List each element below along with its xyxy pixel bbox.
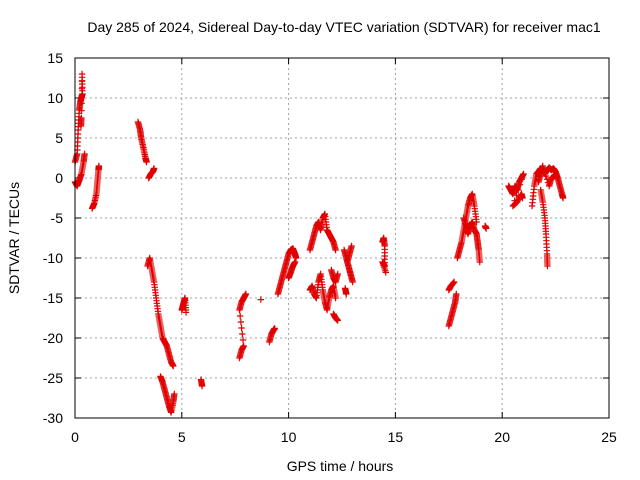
data-point [347, 272, 355, 279]
x-tick-label: 5 [178, 429, 186, 445]
data-point [81, 150, 88, 158]
data-point [540, 166, 548, 173]
data-point [78, 100, 85, 107]
data-point [382, 269, 389, 276]
chart-title: Day 285 of 2024, Sidereal Day-to-day VTE… [87, 19, 600, 35]
y-tick-label: -5 [51, 210, 64, 226]
data-point [332, 246, 339, 254]
data-point [78, 92, 85, 100]
data-point [348, 242, 355, 250]
data-point [515, 186, 522, 194]
data-point [334, 317, 341, 324]
y-tick-label: -20 [43, 330, 63, 346]
data-point [143, 158, 150, 166]
data-point [291, 258, 299, 266]
axis-ticks: 0 5 10 15 20 25 -30 -25 -20 -15 -10 -5 0 5 10 15 [43, 50, 617, 445]
data-point [170, 362, 177, 370]
data-point [150, 165, 158, 172]
data-point [541, 169, 549, 176]
data-point [544, 262, 551, 270]
x-tick-label: 20 [494, 429, 510, 445]
x-tick-label: 25 [601, 429, 617, 445]
grid-lines [75, 58, 609, 418]
data-point [542, 172, 550, 180]
data-point [95, 162, 103, 170]
data-point [519, 194, 526, 202]
plot-frame [74, 57, 610, 419]
y-tick-label: -25 [43, 370, 63, 386]
data-point [346, 268, 354, 276]
y-tick-label: 15 [47, 50, 63, 66]
y-tick-label: 10 [47, 90, 63, 106]
y-tick-label: 5 [55, 130, 63, 146]
data-point [239, 330, 246, 338]
data-point [271, 325, 278, 332]
data-point [240, 342, 247, 350]
data-point [453, 290, 460, 298]
data-point [348, 275, 355, 282]
data-point [78, 85, 86, 92]
data-point [520, 170, 527, 178]
data-point [292, 254, 300, 262]
data-point [482, 225, 490, 232]
data-point [239, 336, 247, 344]
data-point [476, 258, 483, 266]
data-point [77, 122, 85, 130]
data-point [257, 296, 265, 303]
data-point [171, 390, 178, 398]
data-point [559, 194, 567, 202]
data-point [552, 172, 559, 179]
data-point [78, 70, 86, 78]
y-axis-label: SDTVAR / TECUs [6, 182, 22, 294]
data-point [238, 324, 245, 332]
data-point [349, 278, 356, 286]
y-tick-label: 0 [55, 170, 63, 186]
data-point [345, 265, 353, 272]
y-tick-label: -15 [43, 290, 63, 306]
x-tick-label: 10 [281, 429, 297, 445]
data-point [516, 181, 524, 188]
data-point [342, 285, 349, 292]
data-point [78, 78, 86, 85]
data-point [198, 382, 206, 390]
data-point [182, 309, 190, 316]
data-point [332, 294, 339, 302]
data-point [450, 278, 458, 286]
x-tick-label: 0 [71, 429, 79, 445]
data-point [518, 176, 525, 183]
data-point [237, 318, 245, 326]
x-axis-label: GPS time / hours [287, 458, 394, 474]
data-points [71, 70, 567, 416]
data-point [236, 312, 244, 320]
y-tick-label: -30 [43, 410, 63, 426]
data-point [539, 162, 546, 170]
data-point [334, 270, 341, 278]
x-tick-label: 15 [388, 429, 404, 445]
data-point [78, 107, 85, 114]
data-point [242, 290, 250, 298]
y-tick-label: -10 [43, 250, 63, 266]
